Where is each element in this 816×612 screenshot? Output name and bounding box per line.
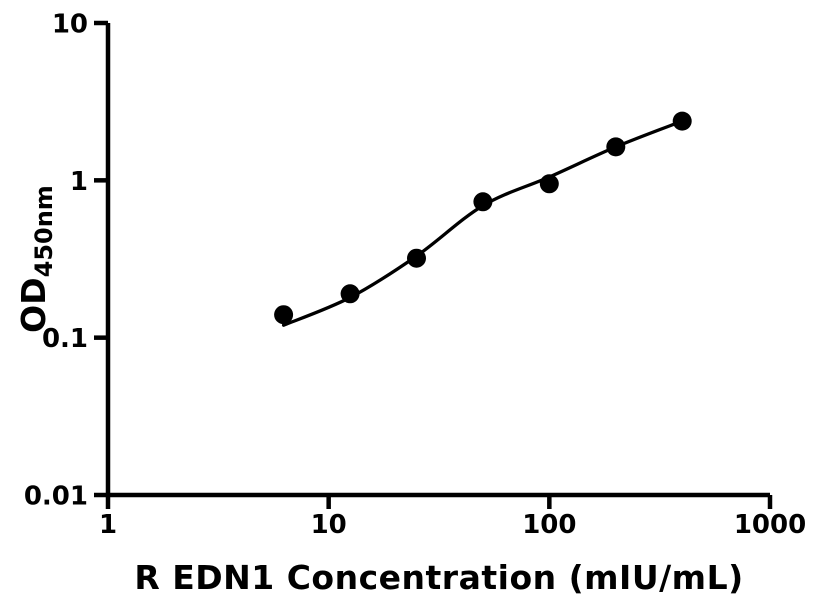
data-point-marker [539, 174, 559, 194]
data-point-marker [672, 111, 692, 131]
x-tick-label: 10 [311, 510, 347, 540]
x-axis-title: R EDN1 Concentration (mIU/mL) [134, 558, 744, 597]
axes-spines [105, 23, 770, 498]
y-tick-label: 0.01 [24, 482, 88, 512]
x-tick-label: 1 [99, 510, 117, 540]
x-tick-label: 1000 [734, 510, 806, 540]
y-axis-label-subscript: 450nm [30, 185, 58, 278]
data-point-marker [340, 284, 360, 304]
y-tick-label: 0.1 [42, 324, 88, 354]
data-point-marker [274, 305, 294, 325]
data-point-marker [407, 248, 426, 268]
y-tick-label: 10 [52, 10, 88, 40]
data-point-marker [473, 192, 493, 212]
y-axis-label-main: OD [14, 277, 53, 333]
data-point-marker [606, 137, 626, 157]
x-tick-label: 100 [522, 510, 576, 540]
y-tick-label: 1 [70, 167, 88, 197]
y-axis-label: OD450nm [14, 185, 58, 333]
